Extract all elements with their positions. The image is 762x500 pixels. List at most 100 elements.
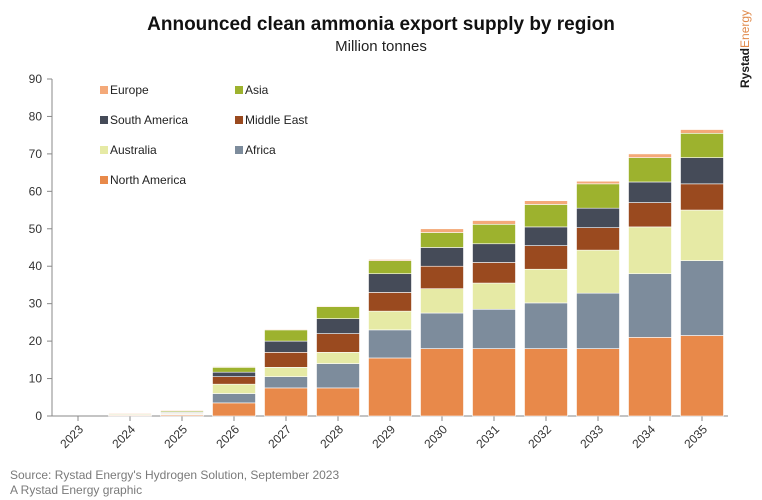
y-tick-label: 20	[29, 334, 43, 348]
x-tick: 2023	[57, 416, 86, 451]
y-tick-label: 90	[29, 72, 43, 86]
bar-segment	[524, 200, 568, 205]
y-tick: 10	[29, 372, 52, 386]
x-tick: 2031	[473, 416, 502, 451]
y-tick-label: 70	[29, 147, 43, 161]
bar-segment	[420, 232, 464, 248]
bar-segment	[368, 273, 412, 293]
legend-item: Asia	[235, 83, 269, 97]
bar-segment	[472, 243, 516, 263]
bar-segment	[264, 352, 308, 368]
bar-segment	[628, 337, 672, 417]
y-tick: 90	[29, 72, 52, 86]
bar-segment	[212, 366, 256, 368]
legend: Europe Asia South America Middle East Austra…	[100, 83, 308, 187]
y-tick: 60	[29, 184, 52, 198]
bar-segment	[576, 292, 620, 349]
x-tick-label: 2023	[57, 422, 86, 451]
bar-segment	[368, 310, 412, 331]
bar-segment	[212, 376, 256, 385]
x-tick-label: 2027	[265, 422, 294, 451]
bar-stack	[472, 220, 516, 417]
y-axis: 0 10 20 30 40 50 60 70 80 90	[29, 72, 53, 423]
bar-segment	[680, 132, 724, 158]
bar-segment	[264, 376, 308, 389]
bar-segment	[472, 308, 516, 349]
bar-segment	[628, 226, 672, 275]
bar-segment	[524, 226, 568, 246]
bar-segment	[368, 260, 412, 275]
bar-segment	[264, 328, 308, 331]
x-tick: 2032	[525, 416, 554, 451]
credit-line: A Rystad Energy graphic	[10, 483, 143, 497]
bar-segment	[680, 129, 724, 134]
bar-segment	[628, 181, 672, 203]
y-tick-label: 0	[35, 409, 42, 423]
bar-stack	[628, 153, 672, 417]
bar-stack	[160, 409, 204, 417]
y-tick: 40	[29, 259, 52, 273]
x-tick: 2026	[213, 416, 242, 451]
x-tick: 2029	[369, 416, 398, 451]
x-axis: 2023 2024 2025 2026 2027 2028 2029 2030 2031 2032…	[52, 415, 728, 451]
x-tick-label: 2024	[109, 422, 138, 451]
bar-segment	[576, 249, 620, 294]
bar-stack	[420, 228, 464, 417]
bar-segment	[420, 247, 464, 267]
legend-swatch	[235, 146, 243, 154]
legend-item: North America	[100, 173, 186, 187]
bar-segment	[368, 357, 412, 417]
x-tick: 2024	[109, 416, 138, 451]
legend-item: Africa	[235, 143, 276, 157]
bar-stack	[368, 259, 412, 417]
bar-segment	[316, 333, 360, 353]
legend-swatch	[235, 86, 243, 94]
bar-segment	[316, 306, 360, 319]
x-tick: 2025	[161, 416, 190, 451]
legend-label: North America	[110, 173, 186, 187]
bar-segment	[472, 262, 516, 284]
bar-segment	[420, 288, 464, 314]
legend-swatch	[100, 146, 108, 154]
bar-stack	[680, 129, 724, 417]
legend-label: Asia	[245, 83, 269, 97]
legend-label: South America	[110, 113, 188, 127]
x-tick-label: 2031	[473, 422, 502, 451]
bar-segment	[264, 329, 308, 342]
source-note: Source: Rystad Energy's Hydrogen Solutio…	[10, 468, 339, 498]
bar-segment	[316, 352, 360, 364]
bar-segment	[680, 183, 724, 211]
source-line: Source: Rystad Energy's Hydrogen Solutio…	[10, 468, 340, 482]
bar-segment	[628, 273, 672, 338]
bar-stack	[108, 412, 152, 417]
y-tick: 20	[29, 334, 52, 348]
x-tick: 2030	[421, 416, 450, 451]
chart-subtitle: Million tonnes	[335, 38, 427, 55]
bar-segment	[368, 292, 412, 312]
bar-segment	[576, 227, 620, 251]
legend-swatch	[235, 116, 243, 124]
x-tick: 2034	[629, 416, 658, 451]
x-tick-label: 2034	[629, 422, 658, 451]
bar-stack	[316, 305, 360, 417]
x-tick: 2035	[681, 416, 710, 451]
bar-segment	[524, 348, 568, 417]
y-tick: 80	[29, 109, 52, 123]
bar-segment	[524, 245, 568, 270]
bar-segment	[212, 393, 256, 404]
bar-segment	[420, 348, 464, 417]
bar-segment	[628, 202, 672, 228]
bar-segment	[264, 387, 308, 417]
legend-label: Australia	[110, 143, 157, 157]
bar-stack	[576, 180, 620, 417]
bar-segment	[680, 260, 724, 336]
bar-segment	[472, 223, 516, 245]
y-tick-label: 60	[29, 184, 43, 198]
x-tick: 2027	[265, 416, 294, 451]
bar-segment	[316, 387, 360, 417]
bar-segment	[160, 409, 204, 412]
bar-segment	[108, 412, 152, 415]
bar-segment	[524, 268, 568, 304]
legend-label: Africa	[245, 143, 276, 157]
